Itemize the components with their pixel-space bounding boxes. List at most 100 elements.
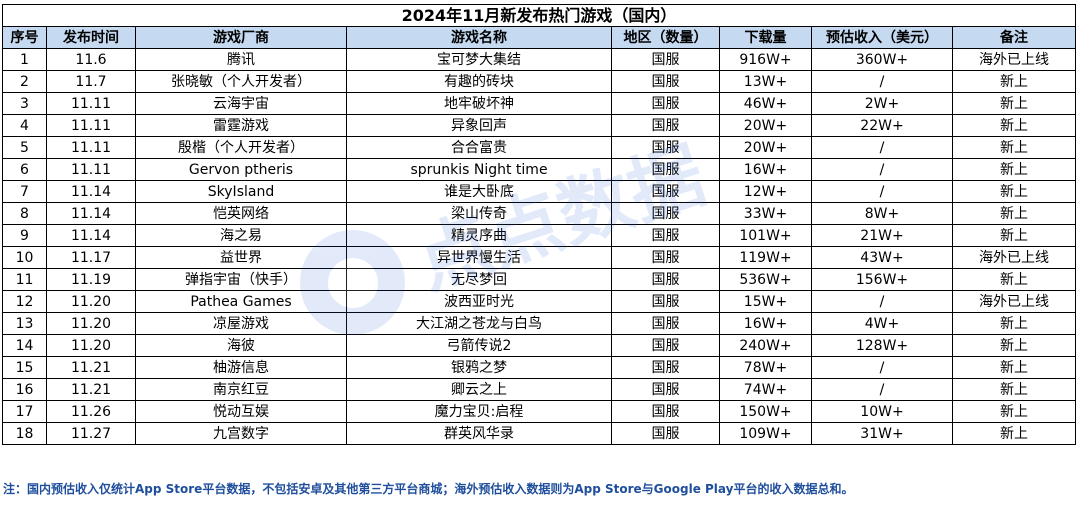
header-col-index: 序号 (2, 26, 47, 49)
header-row: 序号 发布时间 游戏厂商 游戏名称 地区（数量） 下载量 预估收入（美元） 备注 (2, 26, 1077, 49)
cell-col-release-date: 11.11 (46, 158, 136, 181)
cell-col-remark: 新上 (951, 224, 1077, 247)
header-col-downloads: 下载量 (719, 26, 812, 49)
cell-col-developer: 恺英网络 (135, 202, 347, 225)
cell-col-developer: 张晓敏（个人开发者） (135, 70, 347, 93)
cell-col-developer: Gervon ptheris (135, 158, 347, 181)
cell-col-game-name: 大江湖之苍龙与白鸟 (346, 312, 612, 335)
cell-col-revenue: / (811, 378, 953, 401)
header-col-game-name: 游戏名称 (346, 26, 612, 49)
cell-col-downloads: 16W+ (719, 312, 812, 335)
cell-col-remark: 新上 (951, 378, 1077, 401)
cell-col-remark: 新上 (951, 312, 1077, 335)
cell-col-revenue: / (811, 158, 953, 181)
cell-col-remark: 海外已上线 (951, 246, 1077, 269)
cell-col-region: 国服 (611, 334, 720, 357)
cell-col-revenue: / (811, 356, 953, 379)
cell-col-remark: 新上 (951, 334, 1077, 357)
cell-col-downloads: 13W+ (719, 70, 812, 93)
cell-col-region: 国服 (611, 246, 720, 269)
cell-col-remark: 新上 (951, 114, 1077, 137)
cell-col-revenue: 21W+ (811, 224, 953, 247)
cell-col-release-date: 11.20 (46, 334, 136, 357)
cell-col-downloads: 16W+ (719, 158, 812, 181)
cell-col-region: 国服 (611, 400, 720, 423)
cell-col-index: 9 (2, 224, 47, 247)
table-title: 2024年11月新发布热门游戏（国内） (1, 4, 1077, 27)
cell-col-downloads: 46W+ (719, 92, 812, 115)
cell-col-developer: 南京红豆 (135, 378, 347, 401)
table-row: 3 11.11 云海宇宙 地牢破坏神 国服 46W+ 2W+ 新上 (2, 92, 1077, 115)
cell-col-developer: 九宫数字 (135, 422, 347, 445)
cell-col-release-date: 11.17 (46, 246, 136, 269)
cell-col-game-name: 精灵序曲 (346, 224, 612, 247)
cell-col-release-date: 11.11 (46, 114, 136, 137)
table-row: 2 11.7 张晓敏（个人开发者） 有趣的砖块 国服 13W+ / 新上 (2, 70, 1077, 93)
cell-col-revenue: 128W+ (811, 334, 953, 357)
cell-col-region: 国服 (611, 378, 720, 401)
cell-col-downloads: 109W+ (719, 422, 812, 445)
cell-col-index: 7 (2, 180, 47, 203)
table-row: 12 11.20 Pathea Games 波西亚时光 国服 15W+ / 海外已上线 (2, 290, 1077, 313)
table-row: 5 11.11 殷楷（个人开发者） 合合富贵 国服 20W+ / 新上 (2, 136, 1077, 159)
cell-col-region: 国服 (611, 312, 720, 335)
cell-col-revenue: 4W+ (811, 312, 953, 335)
cell-col-revenue: / (811, 290, 953, 313)
cell-col-downloads: 119W+ (719, 246, 812, 269)
cell-col-revenue: 22W+ (811, 114, 953, 137)
cell-col-game-name: 异象回声 (346, 114, 612, 137)
cell-col-downloads: 74W+ (719, 378, 812, 401)
cell-col-revenue: 156W+ (811, 268, 953, 291)
cell-col-revenue: 10W+ (811, 400, 953, 423)
cell-col-game-name: 梁山传奇 (346, 202, 612, 225)
cell-col-release-date: 11.11 (46, 136, 136, 159)
cell-col-region: 国服 (611, 290, 720, 313)
cell-col-release-date: 11.27 (46, 422, 136, 445)
cell-col-region: 国服 (611, 136, 720, 159)
cell-col-index: 3 (2, 92, 47, 115)
header-col-remark: 备注 (951, 26, 1077, 49)
cell-col-downloads: 101W+ (719, 224, 812, 247)
cell-col-remark: 海外已上线 (951, 48, 1077, 71)
header-col-region: 地区（数量） (611, 26, 720, 49)
cell-col-revenue: / (811, 136, 953, 159)
cell-col-revenue: / (811, 70, 953, 93)
cell-col-index: 10 (2, 246, 47, 269)
cell-col-revenue: 2W+ (811, 92, 953, 115)
cell-col-revenue: 31W+ (811, 422, 953, 445)
cell-col-revenue: / (811, 180, 953, 203)
cell-col-game-name: 宝可梦大集结 (346, 48, 612, 71)
cell-col-remark: 海外已上线 (951, 290, 1077, 313)
cell-col-index: 18 (2, 422, 47, 445)
cell-col-index: 6 (2, 158, 47, 181)
header-col-developer: 游戏厂商 (135, 26, 347, 49)
cell-col-game-name: 群英风华录 (346, 422, 612, 445)
cell-col-game-name: 弓箭传说2 (346, 334, 612, 357)
cell-col-downloads: 12W+ (719, 180, 812, 203)
cell-col-developer: 凉屋游戏 (135, 312, 347, 335)
cell-col-developer: 海彼 (135, 334, 347, 357)
cell-col-developer: Pathea Games (135, 290, 347, 313)
header-col-revenue: 预估收入（美元） (811, 26, 953, 49)
cell-col-remark: 新上 (951, 70, 1077, 93)
cell-col-release-date: 11.26 (46, 400, 136, 423)
cell-col-release-date: 11.14 (46, 224, 136, 247)
cell-col-developer: 柚游信息 (135, 356, 347, 379)
cell-col-remark: 新上 (951, 268, 1077, 291)
cell-col-index: 14 (2, 334, 47, 357)
cell-col-game-name: 银鸦之梦 (346, 356, 612, 379)
cell-col-index: 13 (2, 312, 47, 335)
table-body: 1 11.6 腾讯 宝可梦大集结 国服 916W+ 360W+ 海外已上线 2 11.7 张晓敏（个… (2, 48, 1077, 445)
cell-col-remark: 新上 (951, 158, 1077, 181)
table-row: 7 11.14 SkyIsland 谁是大卧底 国服 12W+ / 新上 (2, 180, 1077, 203)
cell-col-region: 国服 (611, 114, 720, 137)
table-row: 15 11.21 柚游信息 银鸦之梦 国服 78W+ / 新上 (2, 356, 1077, 379)
cell-col-downloads: 20W+ (719, 114, 812, 137)
cell-col-downloads: 33W+ (719, 202, 812, 225)
cell-col-region: 国服 (611, 202, 720, 225)
cell-col-region: 国服 (611, 356, 720, 379)
cell-col-remark: 新上 (951, 356, 1077, 379)
table-row: 10 11.17 益世界 异世界慢生活 国服 119W+ 43W+ 海外已上线 (2, 246, 1077, 269)
table-row: 1 11.6 腾讯 宝可梦大集结 国服 916W+ 360W+ 海外已上线 (2, 48, 1077, 71)
cell-col-remark: 新上 (951, 422, 1077, 445)
